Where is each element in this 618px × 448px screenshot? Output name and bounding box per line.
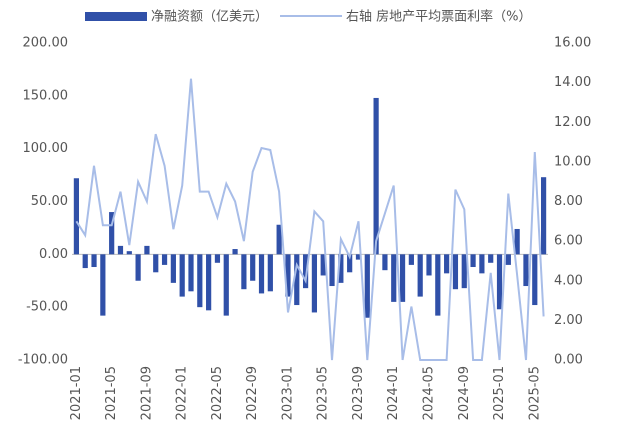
bar	[223, 254, 229, 316]
bar	[435, 254, 441, 316]
x-tick-label: 2024-01	[386, 366, 401, 420]
bar	[347, 254, 353, 273]
y2-tick-label: 8.00	[554, 194, 583, 209]
bar	[276, 224, 282, 255]
bar	[285, 254, 291, 297]
bar	[426, 254, 432, 276]
bar	[117, 245, 124, 255]
y-tick-label: 150.00	[23, 88, 69, 103]
y2-tick-label: 12.00	[554, 115, 591, 130]
x-tick-label: 2022-05	[210, 366, 225, 420]
bar	[514, 228, 520, 255]
bar	[170, 254, 176, 283]
bar	[126, 251, 132, 255]
y-tick-label: 0.00	[39, 247, 68, 262]
bar	[135, 254, 141, 281]
bar	[197, 254, 203, 308]
bar	[399, 254, 406, 302]
bar	[161, 254, 168, 265]
y2-tick-label: 16.00	[554, 36, 591, 51]
x-tick-label: 2023-09	[351, 366, 366, 420]
y2-tick-label: 10.00	[554, 154, 591, 169]
y-tick-label: -100.00	[18, 353, 68, 368]
bar	[505, 254, 511, 265]
y2-tick-label: 0.00	[554, 353, 583, 368]
y2-tick-label: 2.00	[554, 313, 583, 328]
bar	[523, 254, 529, 287]
bar	[91, 254, 97, 268]
bar	[232, 249, 238, 255]
y2-tick-label: 6.00	[554, 234, 583, 249]
bar	[382, 254, 388, 271]
x-tick-label: 2022-01	[175, 366, 190, 420]
bar	[311, 254, 318, 313]
y2-tick-label: 4.00	[554, 273, 583, 288]
bar	[461, 254, 467, 289]
y-tick-label: 100.00	[23, 141, 69, 156]
y2-tick-label: 14.00	[554, 75, 591, 90]
x-tick-label: 2025-01	[492, 366, 507, 420]
line	[75, 78, 545, 361]
bar	[373, 97, 379, 255]
legend-swatch	[85, 12, 147, 21]
bar	[294, 254, 300, 306]
bar	[153, 254, 159, 273]
bar	[408, 254, 414, 265]
bar	[496, 254, 503, 310]
y-tick-label: 200.00	[23, 36, 69, 51]
x-tick-label: 2025-05	[527, 366, 542, 420]
bar	[452, 254, 459, 290]
bar	[364, 254, 370, 318]
bar	[179, 254, 185, 297]
x-tick-label: 2021-05	[104, 366, 119, 420]
x-tick-label: 2022-09	[245, 366, 260, 420]
y-tick-label: -50.00	[26, 300, 68, 315]
bar	[100, 254, 106, 316]
bar	[417, 254, 423, 297]
bar	[258, 254, 265, 294]
y-tick-label: 50.00	[31, 194, 68, 209]
bar	[241, 254, 247, 290]
x-tick-label: 2021-09	[139, 366, 154, 420]
bar	[540, 177, 547, 255]
bar	[109, 212, 115, 255]
x-tick-label: 2021-01	[69, 366, 84, 420]
bar	[320, 254, 326, 276]
bar	[479, 254, 485, 274]
bar	[188, 254, 194, 292]
bar	[144, 245, 150, 255]
legend-label: 净融资额（亿美元）	[151, 10, 268, 25]
x-tick-label: 2023-01	[280, 366, 295, 420]
bar	[206, 254, 212, 311]
bar	[73, 178, 80, 255]
legend-label: 右轴 房地产平均票面利率（%）	[346, 9, 532, 25]
x-tick-label: 2023-05	[316, 366, 331, 420]
bar	[267, 254, 273, 292]
bar	[250, 254, 256, 281]
x-tick-label: 2024-05	[422, 366, 437, 420]
bar	[338, 254, 344, 283]
x-tick-label: 2024-09	[457, 366, 472, 420]
bar	[214, 254, 221, 263]
bar	[532, 254, 538, 306]
bar	[391, 254, 397, 302]
bar	[329, 254, 335, 287]
bar	[355, 254, 362, 260]
bar	[488, 254, 494, 263]
bar	[82, 254, 88, 269]
bar	[444, 254, 450, 274]
bar	[470, 254, 476, 268]
bar	[302, 254, 309, 289]
